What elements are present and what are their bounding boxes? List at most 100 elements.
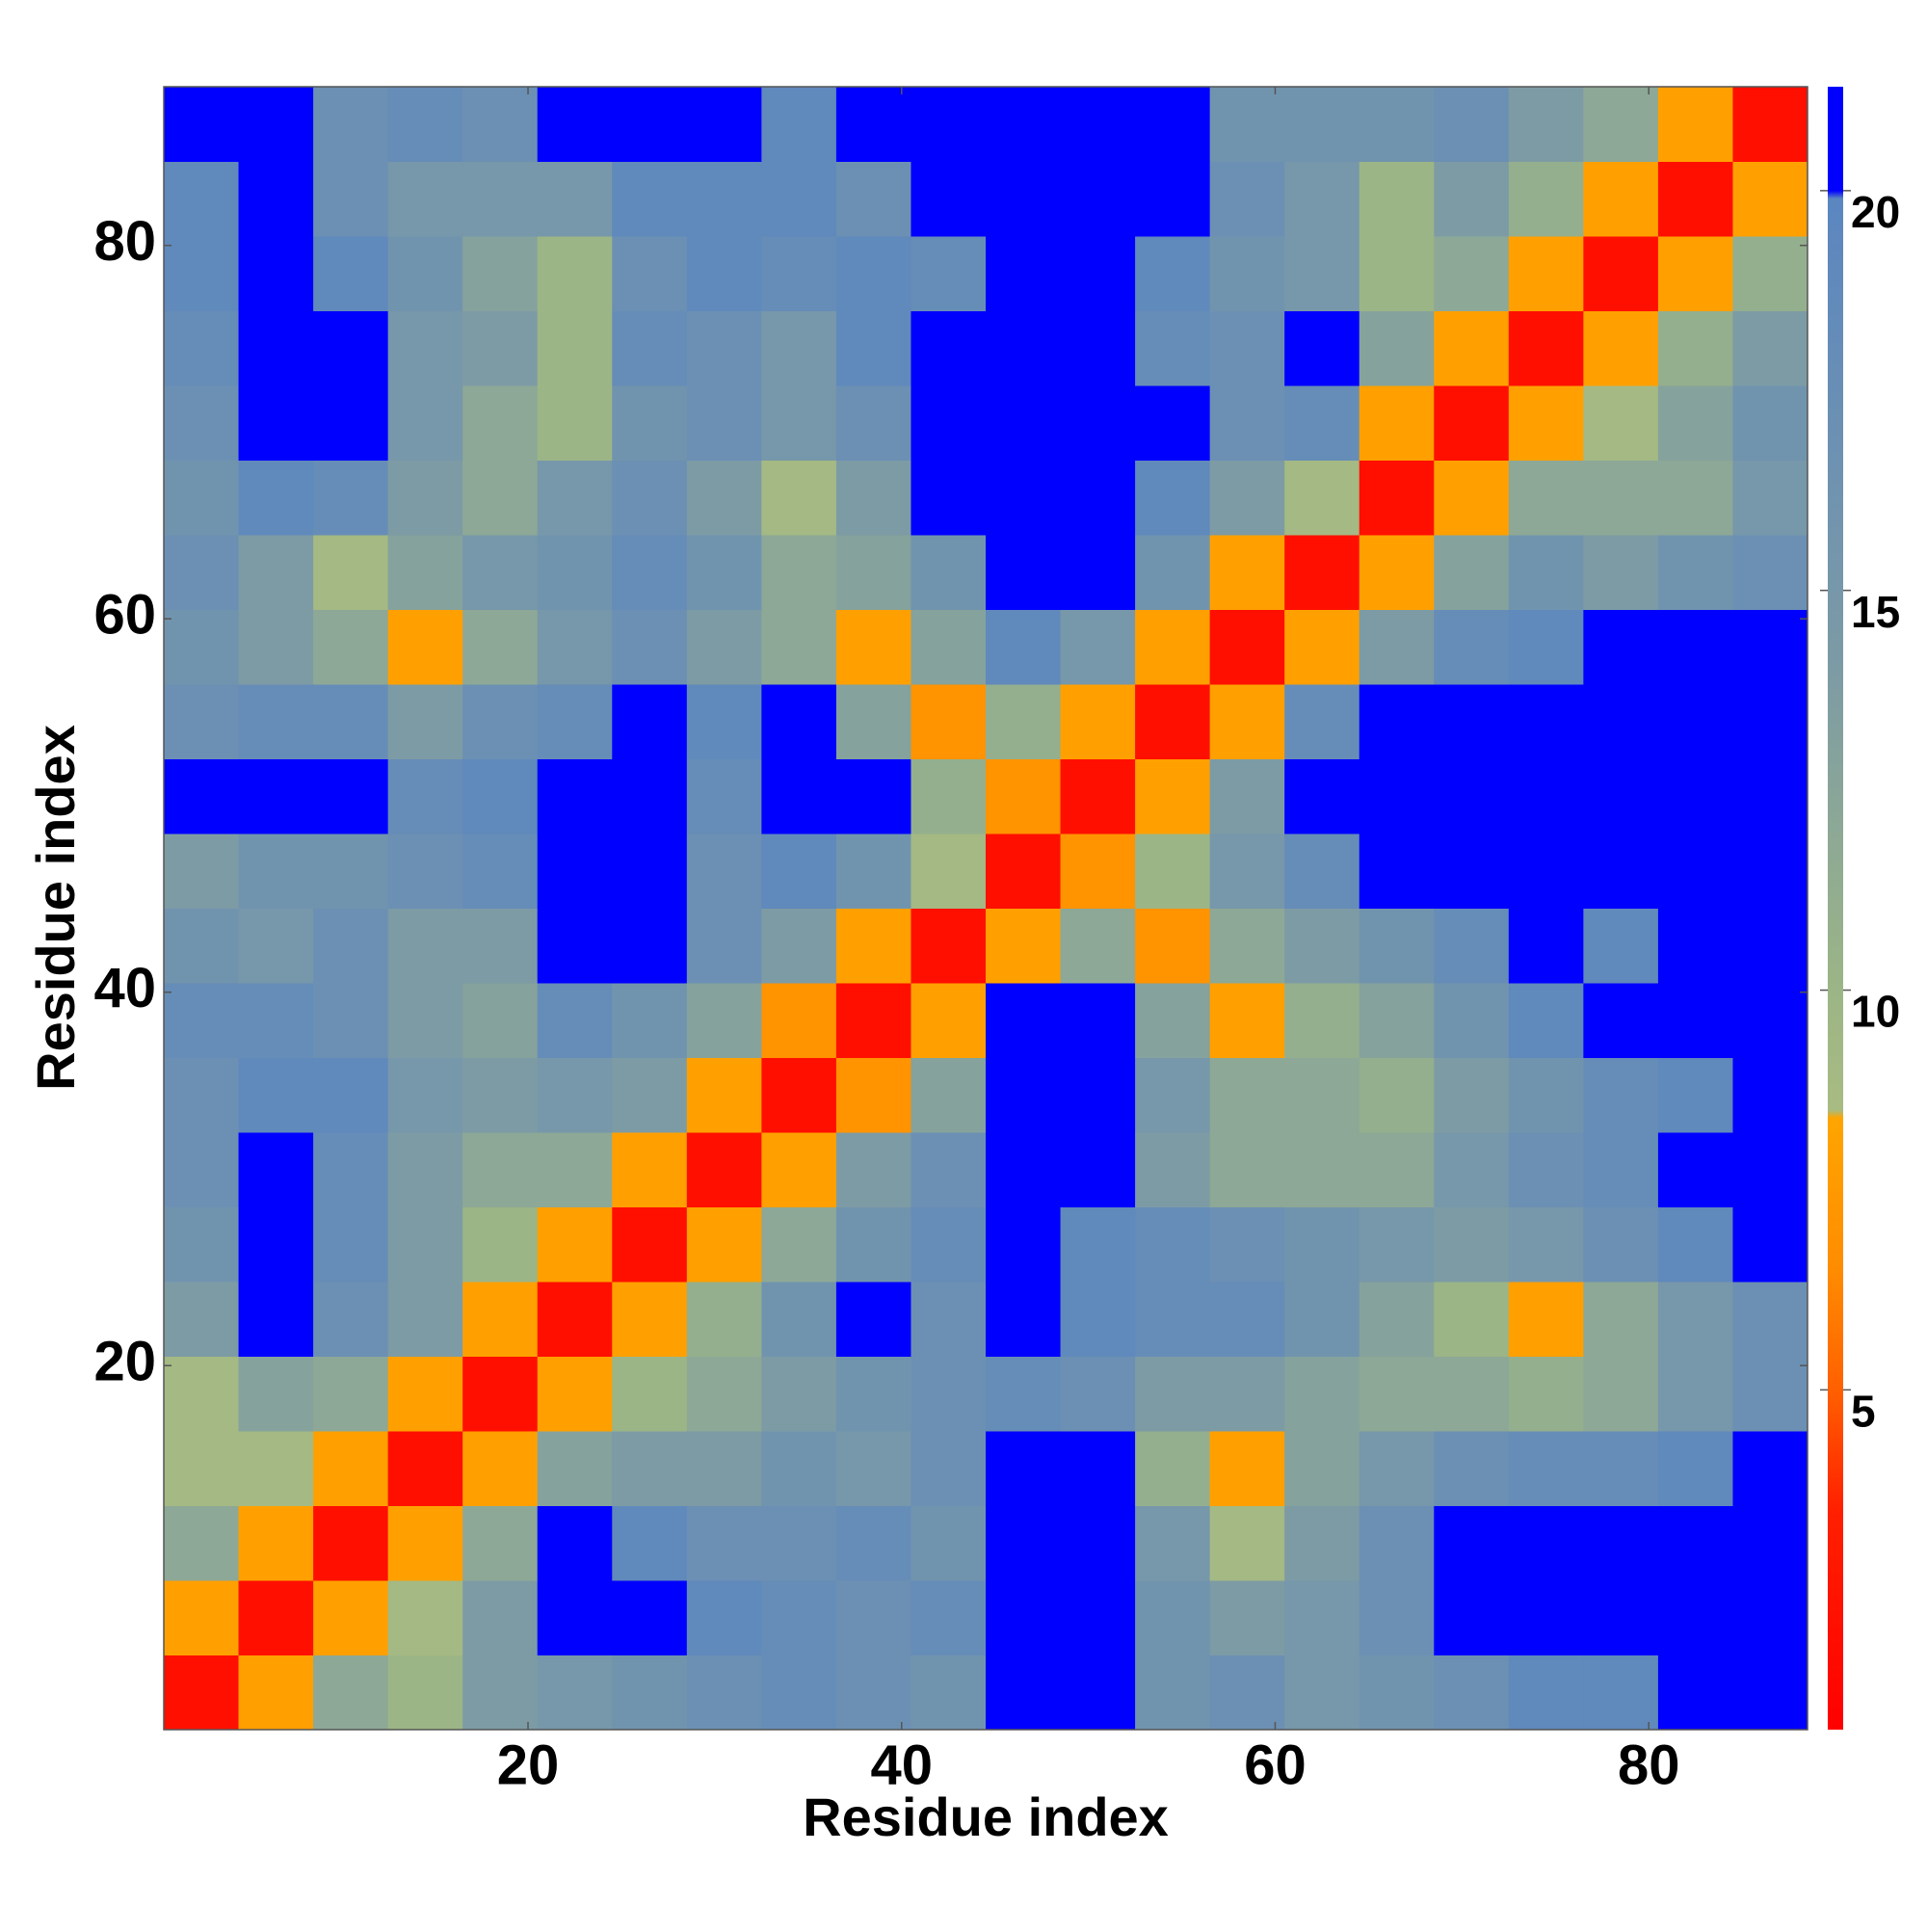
heatmap-cell bbox=[686, 161, 762, 237]
heatmap-cell bbox=[835, 1282, 911, 1357]
heatmap-cell bbox=[1359, 609, 1435, 685]
heatmap-cell bbox=[835, 385, 911, 461]
heatmap-cell bbox=[1508, 1057, 1584, 1133]
heatmap-cell bbox=[1359, 983, 1435, 1058]
heatmap-cell bbox=[835, 834, 911, 909]
heatmap-cell bbox=[1732, 460, 1808, 536]
heatmap-cell bbox=[612, 1356, 688, 1432]
heatmap-cell bbox=[462, 684, 539, 759]
heatmap-cell bbox=[612, 684, 688, 759]
heatmap-cell bbox=[1508, 834, 1584, 909]
heatmap-cell bbox=[761, 161, 837, 237]
heatmap-cell bbox=[1209, 87, 1285, 162]
colorbar-tick-label: 15 bbox=[1851, 587, 1900, 637]
heatmap-cell bbox=[1209, 684, 1285, 759]
heatmap-cell bbox=[1060, 1206, 1136, 1283]
heatmap-cell bbox=[1583, 1282, 1659, 1357]
heatmap-cell bbox=[1732, 1206, 1808, 1283]
heatmap-cell bbox=[1732, 1356, 1808, 1432]
heatmap-cell bbox=[761, 1132, 837, 1207]
heatmap-cell bbox=[1508, 1580, 1584, 1655]
heatmap-cell bbox=[1284, 1282, 1360, 1357]
heatmap-cell bbox=[238, 460, 314, 536]
heatmap-cell bbox=[1583, 1057, 1659, 1133]
heatmap-cell bbox=[612, 460, 688, 536]
heatmap-cell bbox=[911, 1356, 987, 1432]
heatmap-cell bbox=[1583, 460, 1659, 536]
heatmap-cell bbox=[1732, 684, 1808, 759]
heatmap-cell bbox=[1209, 310, 1285, 386]
heatmap-cell bbox=[1583, 908, 1659, 984]
heatmap-cell bbox=[1434, 908, 1510, 984]
heatmap-cell bbox=[835, 758, 911, 834]
heatmap-cell bbox=[686, 1132, 762, 1207]
heatmap-cell bbox=[313, 1206, 389, 1283]
heatmap-cell bbox=[1359, 236, 1435, 311]
heatmap-cell bbox=[238, 1356, 314, 1432]
heatmap-cell bbox=[1583, 87, 1659, 162]
heatmap-cell bbox=[1359, 1356, 1435, 1432]
heatmap-cell bbox=[1359, 1580, 1435, 1655]
heatmap-cell bbox=[1359, 834, 1435, 909]
heatmap-cell bbox=[1060, 1057, 1136, 1133]
heatmap-cell bbox=[1508, 1431, 1584, 1506]
heatmap-cell bbox=[612, 908, 688, 984]
heatmap-cell bbox=[462, 310, 539, 386]
heatmap-cell bbox=[911, 609, 987, 685]
heatmap-cell bbox=[1284, 236, 1360, 311]
heatmap-cell bbox=[1284, 87, 1360, 162]
heatmap-cell bbox=[686, 1654, 762, 1731]
heatmap-cell bbox=[612, 983, 688, 1058]
heatmap-cell bbox=[1508, 758, 1584, 834]
heatmap-cell bbox=[164, 1057, 240, 1133]
heatmap-cell bbox=[1508, 684, 1584, 759]
heatmap-cell bbox=[612, 1505, 688, 1581]
heatmap-cell bbox=[1657, 1654, 1733, 1731]
x-tick-label: 60 bbox=[1244, 1734, 1307, 1796]
heatmap-cell bbox=[835, 460, 911, 536]
heatmap-cell bbox=[986, 1580, 1062, 1655]
heatmap-cell bbox=[238, 535, 314, 610]
heatmap-cell bbox=[761, 1431, 837, 1506]
heatmap-cell bbox=[1434, 1580, 1510, 1655]
heatmap-cell bbox=[462, 1580, 539, 1655]
heatmap-cell bbox=[1657, 684, 1733, 759]
heatmap-cell bbox=[911, 87, 987, 162]
heatmap-cell bbox=[313, 1505, 389, 1581]
heatmap-cell bbox=[462, 834, 539, 909]
heatmap-cell bbox=[1434, 310, 1510, 386]
heatmap-cell bbox=[387, 1431, 463, 1506]
heatmap-cell bbox=[387, 1580, 463, 1655]
heatmap-cell bbox=[164, 236, 240, 311]
heatmap-cell bbox=[1209, 1282, 1285, 1357]
heatmap-cell bbox=[686, 236, 762, 311]
heatmap-cell bbox=[238, 87, 314, 162]
heatmap-cell bbox=[387, 758, 463, 834]
heatmap-cell bbox=[1209, 1580, 1285, 1655]
heatmap-cell bbox=[761, 834, 837, 909]
heatmap-cell bbox=[1732, 236, 1808, 311]
heatmap-cell bbox=[1284, 535, 1360, 610]
heatmap-cell bbox=[1135, 983, 1211, 1058]
heatmap-cell bbox=[462, 908, 539, 984]
heatmap-cell bbox=[1657, 87, 1733, 162]
heatmap-cell bbox=[1135, 535, 1211, 610]
heatmap-cell bbox=[1284, 1431, 1360, 1506]
heatmap-cell bbox=[1135, 1431, 1211, 1506]
y-tick-label: 20 bbox=[93, 1331, 156, 1393]
heatmap-cell bbox=[1732, 87, 1808, 162]
y-tick-label: 40 bbox=[93, 957, 156, 1019]
heatmap-cell bbox=[1284, 310, 1360, 386]
heatmap-cell bbox=[1732, 385, 1808, 461]
heatmap-cell bbox=[1209, 983, 1285, 1058]
heatmap-cell bbox=[612, 1132, 688, 1207]
heatmap-cell bbox=[911, 834, 987, 909]
heatmap-cell bbox=[537, 983, 613, 1058]
heatmap-cell bbox=[686, 684, 762, 759]
heatmap-cell bbox=[313, 161, 389, 237]
heatmap-cell bbox=[1434, 385, 1510, 461]
heatmap-cell bbox=[238, 1132, 314, 1207]
heatmap-cell bbox=[164, 535, 240, 610]
heatmap-cell bbox=[1434, 535, 1510, 610]
heatmap-cell bbox=[686, 983, 762, 1058]
